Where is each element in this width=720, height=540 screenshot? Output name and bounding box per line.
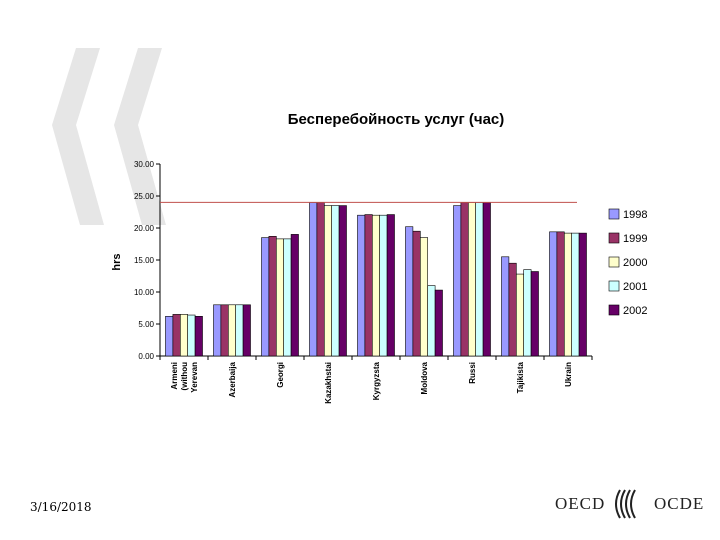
legend: 1998 1999 2000 2001 2002 [608, 208, 647, 317]
x-tick-label: Yerevan [190, 362, 199, 393]
y-tick-label: 20.00 [134, 224, 155, 233]
legend-label-2000: 2000 [623, 257, 647, 269]
bar-2001 [571, 232, 580, 357]
bar-2002 [530, 271, 539, 357]
bar-1998 [405, 226, 414, 357]
bar-2000 [180, 314, 189, 357]
bar-1998 [357, 214, 366, 357]
y-tick-label: 25.00 [134, 192, 155, 201]
y-tick-label: 30.00 [134, 160, 155, 169]
bar-2001 [379, 214, 388, 357]
bar-2002 [578, 232, 587, 357]
bar-2000 [563, 232, 572, 357]
bar-1998 [549, 231, 558, 357]
bar-2000 [275, 238, 284, 357]
x-tick-label: Ukrain [564, 362, 573, 387]
x-tick-label: (withou [180, 362, 189, 391]
bar-2000 [515, 273, 524, 357]
bar-1999 [172, 314, 181, 357]
bar-2002 [434, 289, 443, 357]
bar-1998 [213, 304, 222, 357]
y-tick-label: 0.00 [138, 352, 154, 361]
bar-1999 [508, 262, 517, 357]
bar-2002 [338, 205, 347, 357]
bar-2000 [371, 214, 380, 357]
x-tick-label: Kyrgyzsta [372, 361, 381, 400]
bar-2000 [228, 304, 237, 357]
bar-2001 [331, 205, 340, 357]
oecd-logo: OECD OCDE [552, 486, 705, 522]
bar-2002 [482, 202, 491, 357]
bar-2002 [242, 304, 251, 357]
logo-guillemet-icon [615, 489, 636, 519]
y-tick-label: 15.00 [134, 256, 155, 265]
bar-1999 [268, 236, 277, 357]
bar-1999 [556, 231, 565, 357]
bar-1999 [220, 304, 229, 357]
bar-1999 [460, 202, 469, 357]
bar-1999 [364, 214, 373, 357]
legend-label-1998: 1998 [623, 209, 647, 221]
logo-text-right: OCDE [654, 494, 705, 513]
bar-2001 [427, 285, 436, 357]
x-tick-label: Tajikista [516, 361, 525, 393]
guillemet-watermark-icon [52, 48, 166, 225]
x-tick-label: Russi [468, 362, 477, 384]
x-tick-label: Armeni [170, 362, 179, 390]
bar-1998 [165, 316, 174, 357]
bar-1999 [316, 202, 325, 357]
legend-swatch-2001 [608, 280, 620, 292]
legend-label-2001: 2001 [623, 281, 647, 293]
legend-label-1999: 1999 [623, 233, 647, 245]
bar-1998 [261, 237, 270, 357]
y-tick-label: 5.00 [138, 320, 154, 329]
bar-2000 [323, 205, 332, 357]
legend-swatch-2000 [608, 256, 620, 268]
bars [165, 202, 587, 357]
bar-2001 [475, 202, 484, 357]
bar-2002 [290, 234, 299, 357]
legend-swatch-2002 [608, 304, 620, 316]
bar-2001 [187, 314, 196, 357]
chart: Бесперебойность услуг (час) hrs 0.00 5.00… [52, 48, 647, 404]
legend-swatch-1999 [608, 232, 620, 244]
watermark-stroke-right [114, 48, 166, 225]
x-tick-label: Georgi [276, 362, 285, 388]
x-tick-label: Azerbaija [228, 361, 237, 397]
chart-title: Бесперебойность услуг (час) [288, 111, 505, 128]
bar-2001 [283, 238, 292, 357]
y-tick-label: 10.00 [134, 288, 155, 297]
x-tick-label: Moldova [420, 361, 429, 394]
x-axis-labels: Armeni (withou Yerevan Azerbaija Georgi Kazak… [170, 361, 573, 403]
footer-date: 3/16/2018 [30, 500, 92, 514]
bar-2001 [523, 269, 532, 357]
bar-1999 [412, 230, 421, 357]
bar-2000 [467, 202, 476, 357]
bar-2000 [419, 237, 428, 357]
y-axis-label: hrs [111, 253, 123, 270]
legend-swatch-1998 [608, 208, 620, 220]
x-tick-label: Kazakhstai [324, 362, 333, 404]
watermark-stroke-left [52, 48, 104, 225]
legend-label-2002: 2002 [623, 305, 647, 317]
bar-2002 [194, 316, 203, 357]
bar-1998 [309, 202, 318, 357]
bar-1998 [501, 256, 510, 357]
bar-2002 [386, 214, 395, 357]
logo-text-left: OECD [555, 494, 606, 513]
bar-1998 [453, 205, 462, 357]
bar-2001 [235, 304, 244, 357]
